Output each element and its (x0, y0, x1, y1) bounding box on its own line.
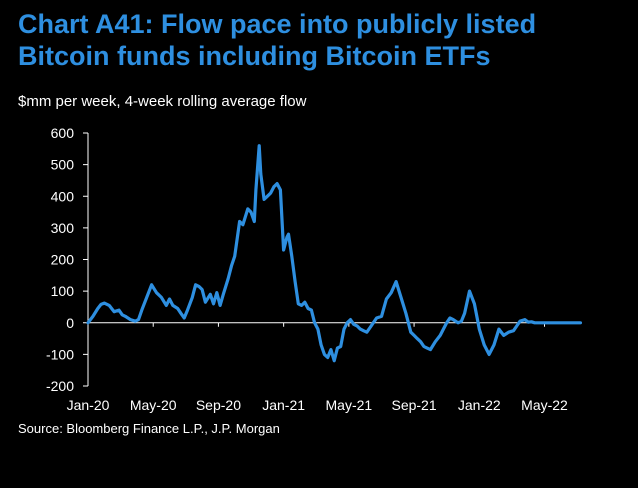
chart-title: Chart A41: Flow pace into publicly liste… (18, 8, 628, 72)
y-tick-label: 200 (51, 252, 75, 268)
y-tick-label: 100 (51, 283, 75, 299)
x-tick-label: May-22 (521, 397, 568, 413)
y-tick-label: 600 (51, 125, 75, 141)
x-tick-label: May-20 (130, 397, 177, 413)
x-tick-label: Jan-20 (67, 397, 110, 413)
source-note: Source: Bloomberg Finance L.P., J.P. Mor… (18, 421, 280, 436)
chart-title-line-2: Bitcoin funds including Bitcoin ETFs (18, 41, 491, 71)
x-tick-label: Sep-21 (391, 397, 436, 413)
y-tick-label: -100 (46, 346, 74, 362)
series-group (86, 144, 582, 363)
series-line-flow (86, 144, 582, 363)
x-axis-ticks: Jan-20 May-20 Sep-20 Jan-21 May-21 Sep-21 Jan-… (67, 322, 568, 413)
x-tick-label: Jan-21 (262, 397, 305, 413)
y-tick-label: 400 (51, 188, 75, 204)
x-tick-label: Jan-22 (458, 397, 501, 413)
y-tick-label: 0 (66, 315, 74, 331)
chart-subtitle: $mm per week, 4-week rolling average flo… (18, 93, 307, 110)
x-tick-label: May-21 (326, 397, 373, 413)
y-tick-label: 300 (51, 220, 75, 236)
y-axis-ticks: 600 500 400 300 200 100 0 -100 -200 (46, 125, 88, 394)
y-tick-label: -200 (46, 378, 74, 394)
x-tick-label: Sep-20 (196, 397, 241, 413)
chart-title-line-1: Chart A41: Flow pace into publicly liste… (18, 9, 537, 39)
y-tick-label: 500 (51, 157, 75, 173)
